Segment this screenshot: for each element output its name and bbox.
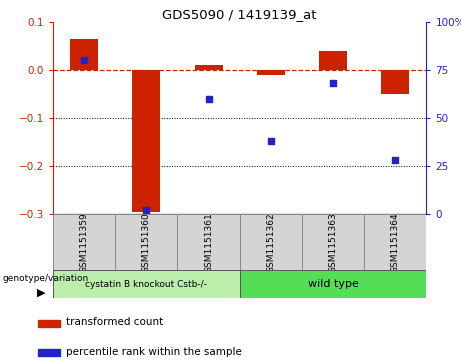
Point <box>142 207 150 213</box>
Text: wild type: wild type <box>307 279 359 289</box>
Bar <box>53 214 115 270</box>
Text: genotype/variation: genotype/variation <box>3 274 89 282</box>
Text: GSM1151364: GSM1151364 <box>391 212 400 273</box>
Bar <box>70 38 98 70</box>
Text: GSM1151361: GSM1151361 <box>204 212 213 273</box>
Point <box>80 57 88 63</box>
Bar <box>364 214 426 270</box>
Point <box>205 96 212 102</box>
Bar <box>177 214 240 270</box>
Bar <box>319 50 347 70</box>
Point <box>267 138 275 144</box>
Bar <box>38 320 59 327</box>
Point <box>392 158 399 163</box>
Title: GDS5090 / 1419139_at: GDS5090 / 1419139_at <box>162 8 317 21</box>
Text: GSM1151360: GSM1151360 <box>142 212 151 273</box>
Bar <box>38 350 59 356</box>
Text: transformed count: transformed count <box>65 318 163 327</box>
Bar <box>302 214 364 270</box>
Bar <box>132 70 160 212</box>
Text: ▶: ▶ <box>37 288 46 298</box>
Text: percentile rank within the sample: percentile rank within the sample <box>65 347 242 357</box>
Text: GSM1151363: GSM1151363 <box>329 212 337 273</box>
Bar <box>53 270 240 298</box>
Bar <box>240 270 426 298</box>
Bar <box>381 70 409 94</box>
Text: cystatin B knockout Cstb-/-: cystatin B knockout Cstb-/- <box>85 280 207 289</box>
Bar <box>240 214 302 270</box>
Text: GSM1151359: GSM1151359 <box>80 212 89 273</box>
Bar <box>195 65 223 70</box>
Text: GSM1151362: GSM1151362 <box>266 212 275 273</box>
Point <box>329 81 337 86</box>
Bar <box>115 214 177 270</box>
Bar <box>257 70 285 75</box>
